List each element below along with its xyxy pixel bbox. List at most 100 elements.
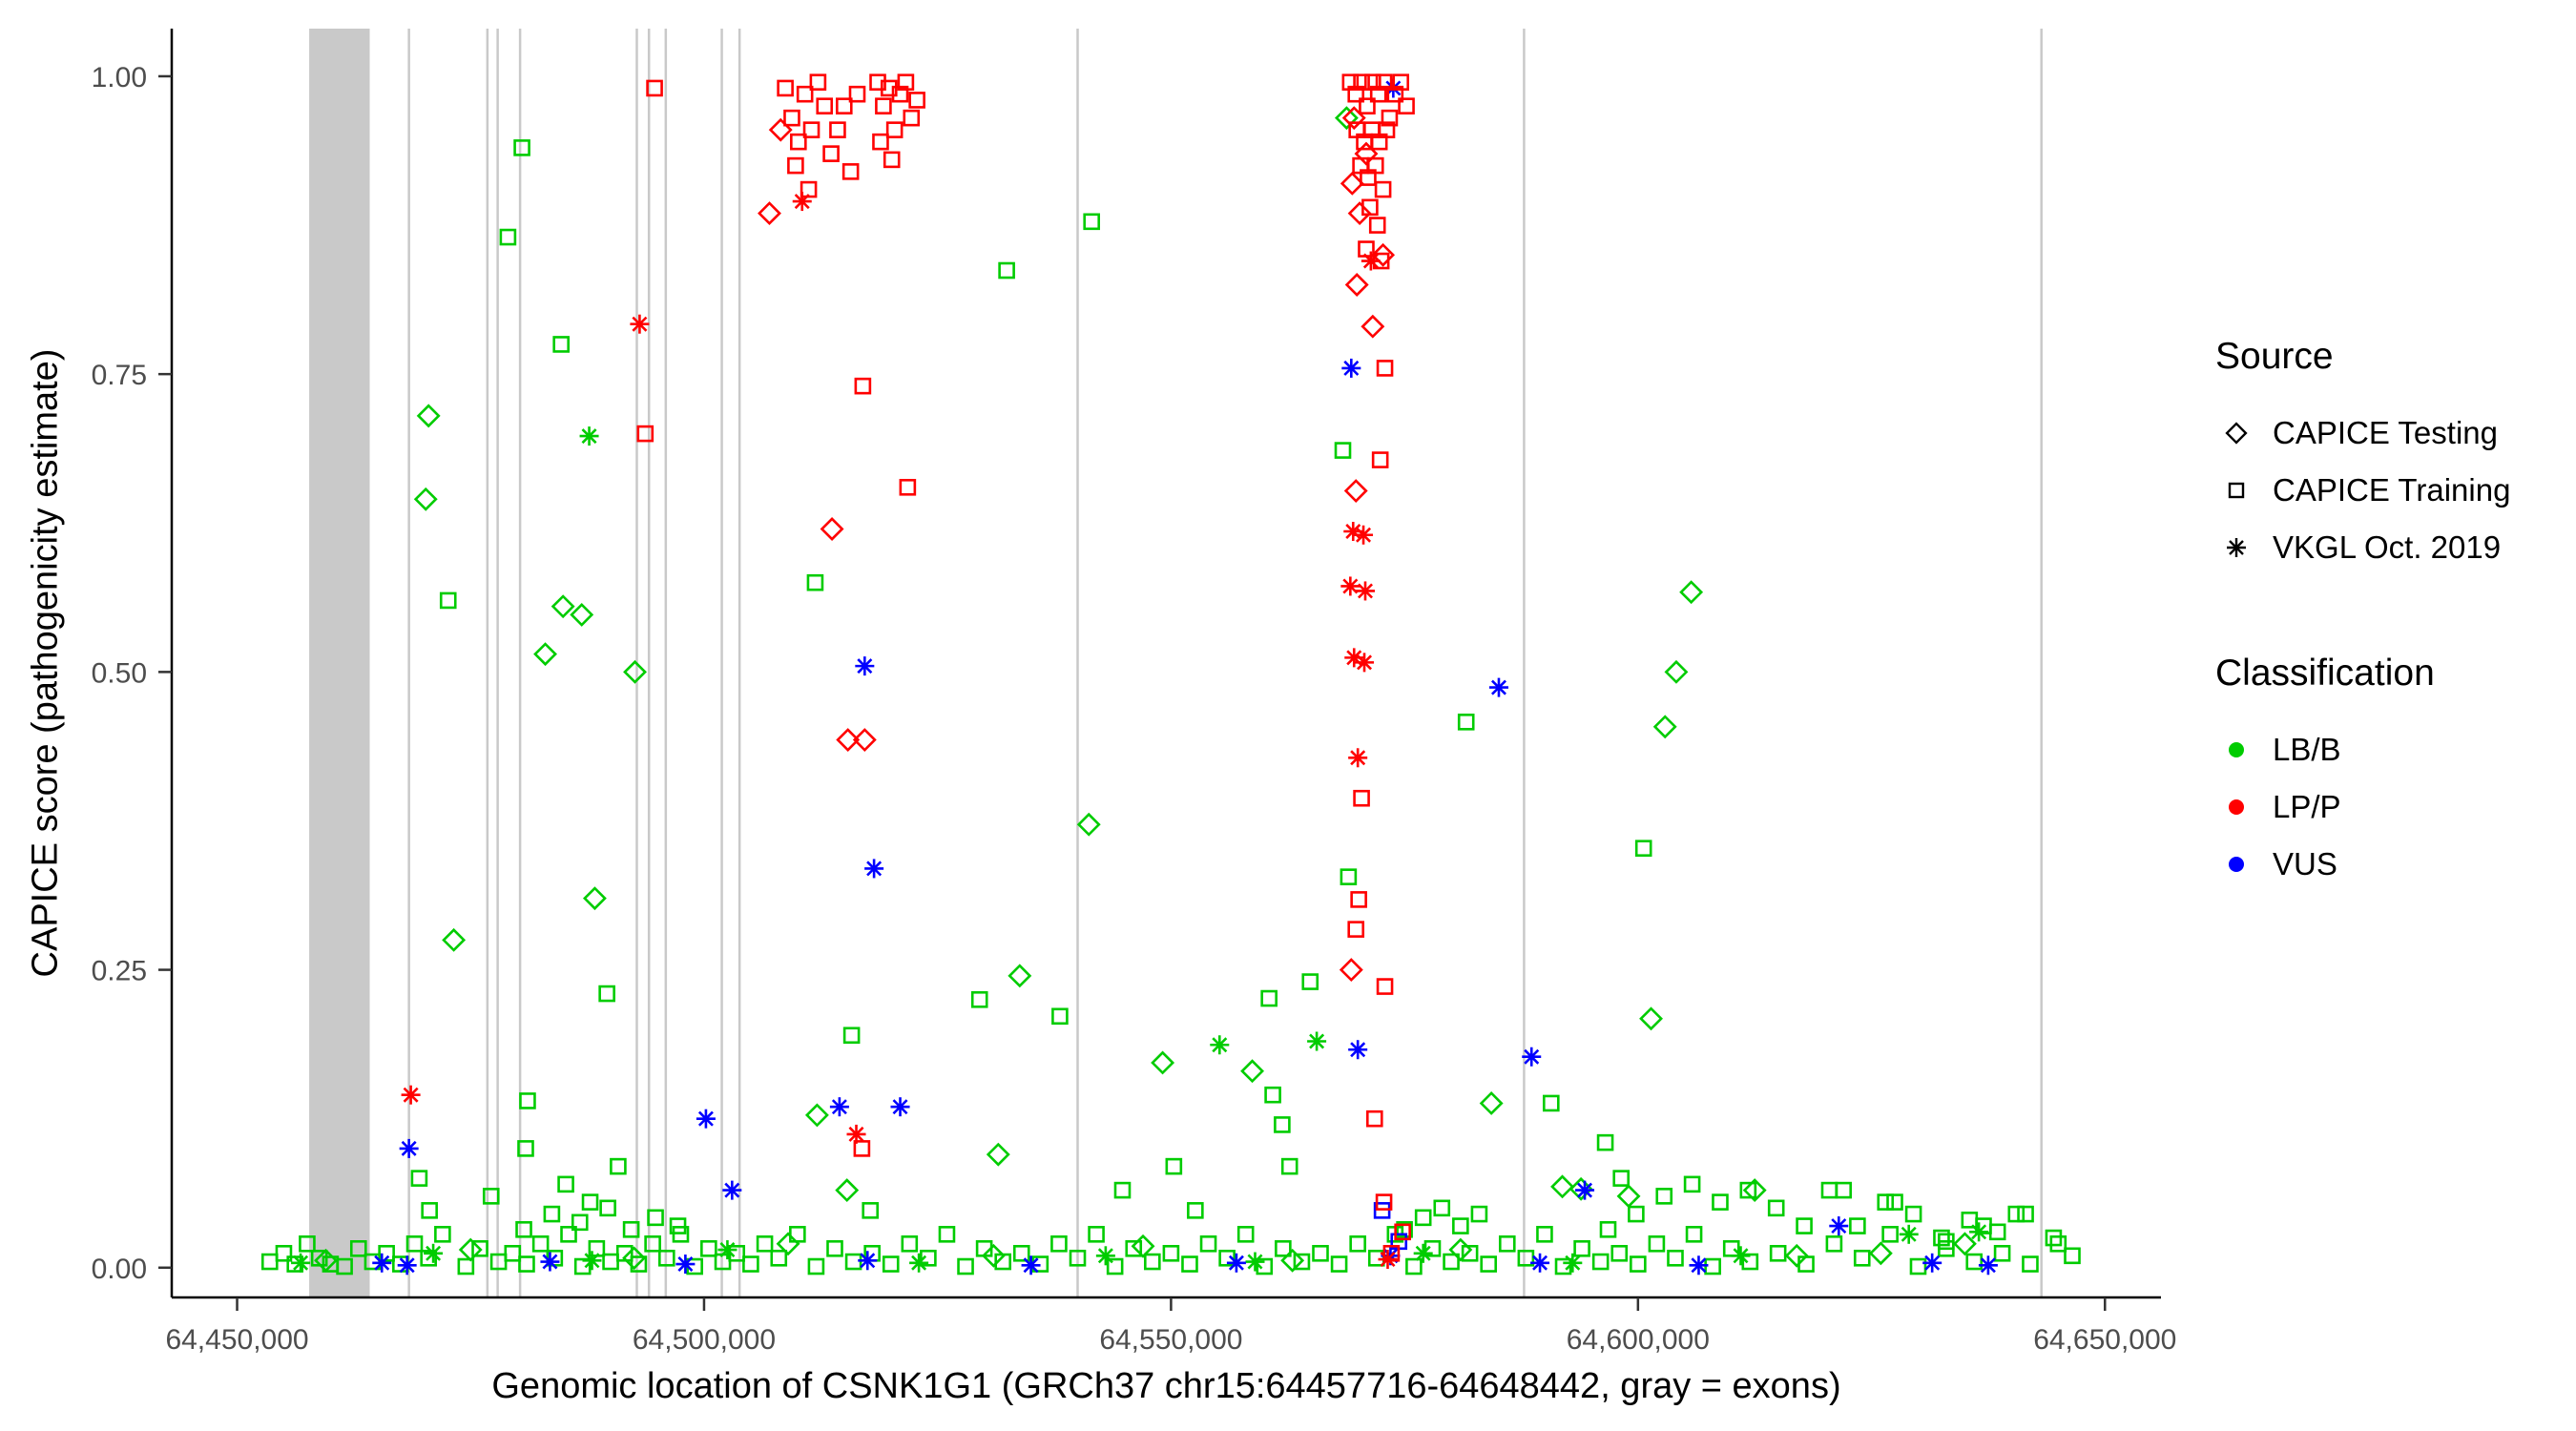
data-point <box>677 1256 694 1273</box>
data-point <box>1443 1253 1460 1271</box>
data-point <box>552 336 570 353</box>
x-tick-label: 64,500,000 <box>633 1324 776 1356</box>
data-point <box>804 1103 829 1128</box>
data-point <box>513 139 530 156</box>
data-point <box>806 573 824 591</box>
data-point <box>1831 1218 1847 1234</box>
data-point <box>439 591 457 610</box>
data-point <box>1378 121 1396 138</box>
data-point <box>1825 1235 1843 1253</box>
data-point <box>602 1253 619 1271</box>
data-point <box>787 156 804 175</box>
data-point <box>897 73 915 91</box>
data-point <box>885 121 904 138</box>
data-point <box>816 97 834 114</box>
data-point <box>802 121 821 138</box>
data-point <box>1616 1184 1641 1209</box>
data-point <box>1498 1235 1516 1253</box>
data-point <box>1965 1253 1984 1271</box>
data-point <box>908 92 925 109</box>
data-point <box>1386 85 1404 103</box>
data-point <box>644 1235 661 1253</box>
data-point <box>1742 1178 1767 1203</box>
legend-item-label: VUS <box>2273 846 2337 881</box>
data-point <box>1797 1255 1815 1273</box>
data-point <box>275 1244 293 1262</box>
data-point <box>1461 1244 1479 1262</box>
data-point <box>1008 964 1032 988</box>
legend-item-label: CAPICE Training <box>2273 472 2511 508</box>
data-point <box>1274 1116 1291 1133</box>
data-point <box>1165 1157 1183 1175</box>
data-point <box>756 1235 774 1253</box>
data-point <box>1375 73 1393 91</box>
data-point <box>899 478 917 496</box>
data-point <box>835 1178 860 1203</box>
data-point <box>1820 1181 1839 1199</box>
data-point <box>920 1249 937 1267</box>
data-point <box>434 1226 451 1243</box>
data-point <box>1835 1181 1852 1199</box>
data-point <box>632 316 648 332</box>
data-point <box>1345 524 1361 539</box>
data-point <box>293 1255 309 1271</box>
data-point <box>636 425 654 443</box>
data-point <box>1591 1253 1610 1271</box>
legend-item-lbb: LB/B <box>2215 721 2510 778</box>
data-point <box>1256 1257 1274 1275</box>
data-point <box>857 658 873 674</box>
data-point <box>848 85 866 103</box>
data-point <box>1151 1050 1175 1075</box>
legend-item-lpp: LP/P <box>2215 778 2510 836</box>
legend-classification-title: Classification <box>2215 653 2435 694</box>
data-point <box>796 85 814 103</box>
data-point <box>1685 1226 1703 1243</box>
data-point <box>1886 1193 1903 1211</box>
data-point <box>1517 1249 1535 1267</box>
data-point <box>1398 97 1415 114</box>
data-point <box>1347 85 1365 103</box>
data-point <box>551 594 575 619</box>
data-point <box>1433 1199 1451 1217</box>
data-point <box>1691 1257 1707 1274</box>
legend-item-label: LP/P <box>2273 789 2341 824</box>
data-point <box>426 1245 442 1261</box>
data-point <box>1648 1235 1666 1253</box>
data-point <box>2017 1205 2034 1223</box>
data-point <box>1652 715 1677 739</box>
data-point <box>768 117 793 142</box>
legend-item-label: LB/B <box>2273 732 2341 767</box>
data-point <box>1349 1235 1366 1253</box>
data-point <box>1280 1157 1298 1175</box>
data-point <box>1340 171 1364 196</box>
data-point <box>1356 527 1372 543</box>
data-point <box>700 1239 717 1257</box>
asterisk-icon <box>2227 538 2246 557</box>
data-point <box>1343 360 1360 376</box>
square-icon <box>2228 482 2245 499</box>
data-point <box>770 1249 788 1267</box>
data-point <box>1423 1239 1442 1257</box>
data-point <box>872 133 889 151</box>
data-point <box>2022 1255 2039 1273</box>
data-point <box>742 1255 759 1273</box>
data-point <box>623 659 647 684</box>
data-point <box>835 97 853 114</box>
data-point <box>1524 1048 1540 1065</box>
data-point <box>1051 1007 1069 1026</box>
data-point <box>1371 451 1389 468</box>
y-tick-label: 0.75 <box>92 360 147 391</box>
data-point <box>1334 106 1359 131</box>
data-point <box>981 1243 1006 1268</box>
data-point <box>1199 1235 1217 1253</box>
data-point <box>1396 1221 1413 1238</box>
data-point <box>421 1202 438 1219</box>
data-point <box>891 85 909 103</box>
data-point <box>1415 1245 1431 1261</box>
data-point <box>860 1253 876 1269</box>
data-point <box>836 728 861 752</box>
data-point <box>1309 1033 1325 1049</box>
data-point <box>1961 1212 1979 1229</box>
legend-classification: Classification LB/B LP/P VUS <box>2215 653 2510 893</box>
